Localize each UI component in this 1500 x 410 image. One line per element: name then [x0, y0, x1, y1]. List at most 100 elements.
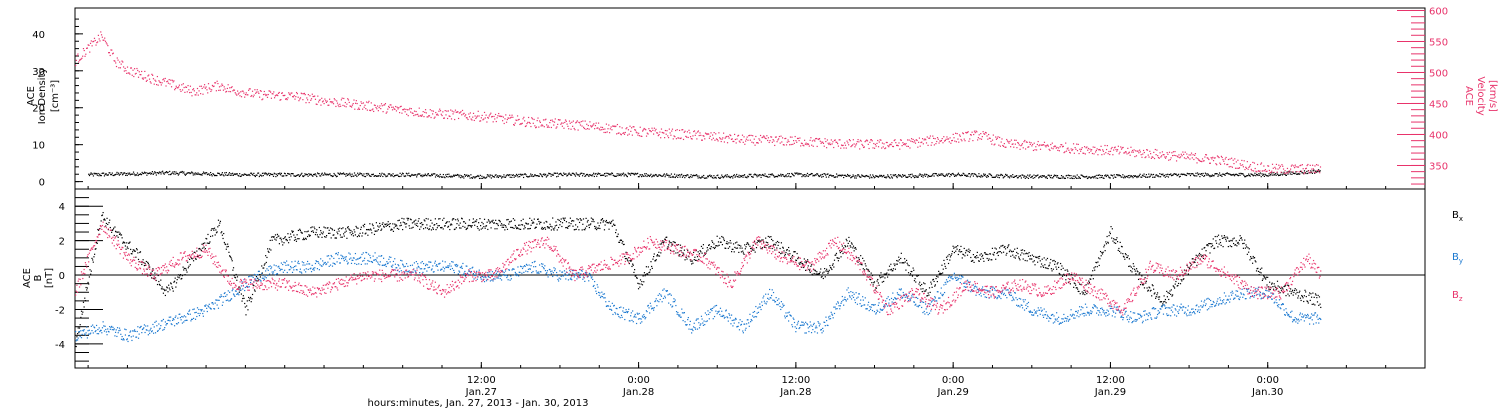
data-point: [265, 94, 267, 97]
data-point: [356, 175, 358, 178]
data-point: [1091, 176, 1093, 178]
data-point: [255, 92, 257, 94]
data-point: [320, 175, 322, 177]
data-point: [658, 174, 660, 176]
data-point: [524, 227, 526, 229]
data-point: [1105, 243, 1108, 245]
data-point: [790, 143, 792, 146]
data-point: [843, 176, 845, 179]
data-point: [723, 176, 725, 178]
data-point: [1248, 166, 1250, 168]
data-point: [121, 237, 123, 239]
data-point: [810, 265, 812, 267]
data-point: [1104, 175, 1106, 177]
data-point: [298, 175, 301, 178]
data-point: [843, 147, 845, 149]
data-point: [373, 175, 375, 177]
data-point: [1171, 295, 1173, 297]
data-point: [854, 247, 857, 249]
data-point: [677, 252, 679, 254]
data-point: [421, 175, 423, 178]
data-point: [294, 236, 296, 238]
data-point: [1037, 261, 1039, 263]
data-point: [416, 113, 418, 116]
data-point: [1001, 245, 1003, 247]
data-point: [322, 100, 324, 102]
data-point: [944, 175, 946, 178]
data-point: [133, 249, 135, 251]
data-point: [483, 118, 485, 120]
data-point: [791, 254, 794, 257]
data-point: [929, 175, 931, 177]
data-point: [336, 231, 338, 233]
data-point: [1080, 283, 1082, 286]
data-point: [1178, 154, 1180, 156]
data-point: [271, 173, 273, 175]
data-point: [1070, 148, 1072, 150]
data-point: [682, 129, 684, 131]
data-point: [320, 173, 323, 175]
data-point: [336, 175, 338, 177]
data-point: [264, 263, 266, 265]
data-point: [171, 172, 173, 174]
data-point: [751, 141, 753, 143]
data-point: [123, 241, 125, 244]
data-point: [361, 102, 363, 105]
data-point: [1179, 275, 1181, 277]
data-point: [619, 126, 621, 128]
data-point: [856, 175, 858, 177]
data-point: [738, 244, 741, 247]
data-point: [899, 148, 901, 150]
data-point: [583, 228, 585, 231]
data-point: [1048, 264, 1051, 266]
data-point: [719, 137, 721, 139]
data-point: [703, 174, 705, 177]
data-point: [247, 94, 249, 96]
data-point: [493, 222, 495, 224]
data-point: [921, 141, 923, 143]
data-point: [1216, 164, 1218, 166]
data-point: [1075, 177, 1078, 179]
data-point: [949, 137, 951, 139]
data-point: [808, 145, 810, 147]
data-point: [366, 174, 368, 176]
data-point: [1166, 152, 1168, 154]
data-point: [978, 260, 980, 262]
data-point: [1067, 281, 1070, 283]
data-point: [535, 175, 537, 177]
data-point: [322, 233, 324, 235]
data-point: [1122, 174, 1124, 176]
data-point: [828, 174, 831, 177]
data-point: [620, 134, 622, 136]
data-point: [954, 132, 957, 134]
data-point: [910, 176, 912, 179]
data-point: [881, 147, 883, 149]
data-point: [104, 40, 107, 42]
data-point: [667, 174, 669, 176]
data-point: [302, 175, 304, 178]
data-point: [892, 174, 894, 176]
data-point: [853, 143, 855, 145]
data-point: [907, 176, 909, 178]
data-point: [752, 142, 755, 144]
data-point: [584, 120, 586, 122]
data-point: [916, 275, 918, 277]
data-point: [630, 130, 632, 132]
data-point: [178, 277, 180, 279]
data-point: [1009, 175, 1011, 177]
data-point: [229, 174, 231, 176]
data-point: [431, 222, 433, 224]
data-point: [248, 89, 250, 91]
data-point: [1194, 261, 1196, 264]
data-point: [605, 123, 608, 125]
data-point: [126, 246, 128, 248]
data-point: [124, 245, 127, 247]
data-point: [959, 174, 961, 177]
data-point: [883, 176, 886, 178]
data-point: [708, 244, 710, 247]
data-point: [1049, 262, 1051, 264]
data-point: [1162, 173, 1164, 175]
data-point: [394, 108, 396, 110]
data-point: [363, 226, 365, 228]
data-point: [518, 118, 520, 121]
